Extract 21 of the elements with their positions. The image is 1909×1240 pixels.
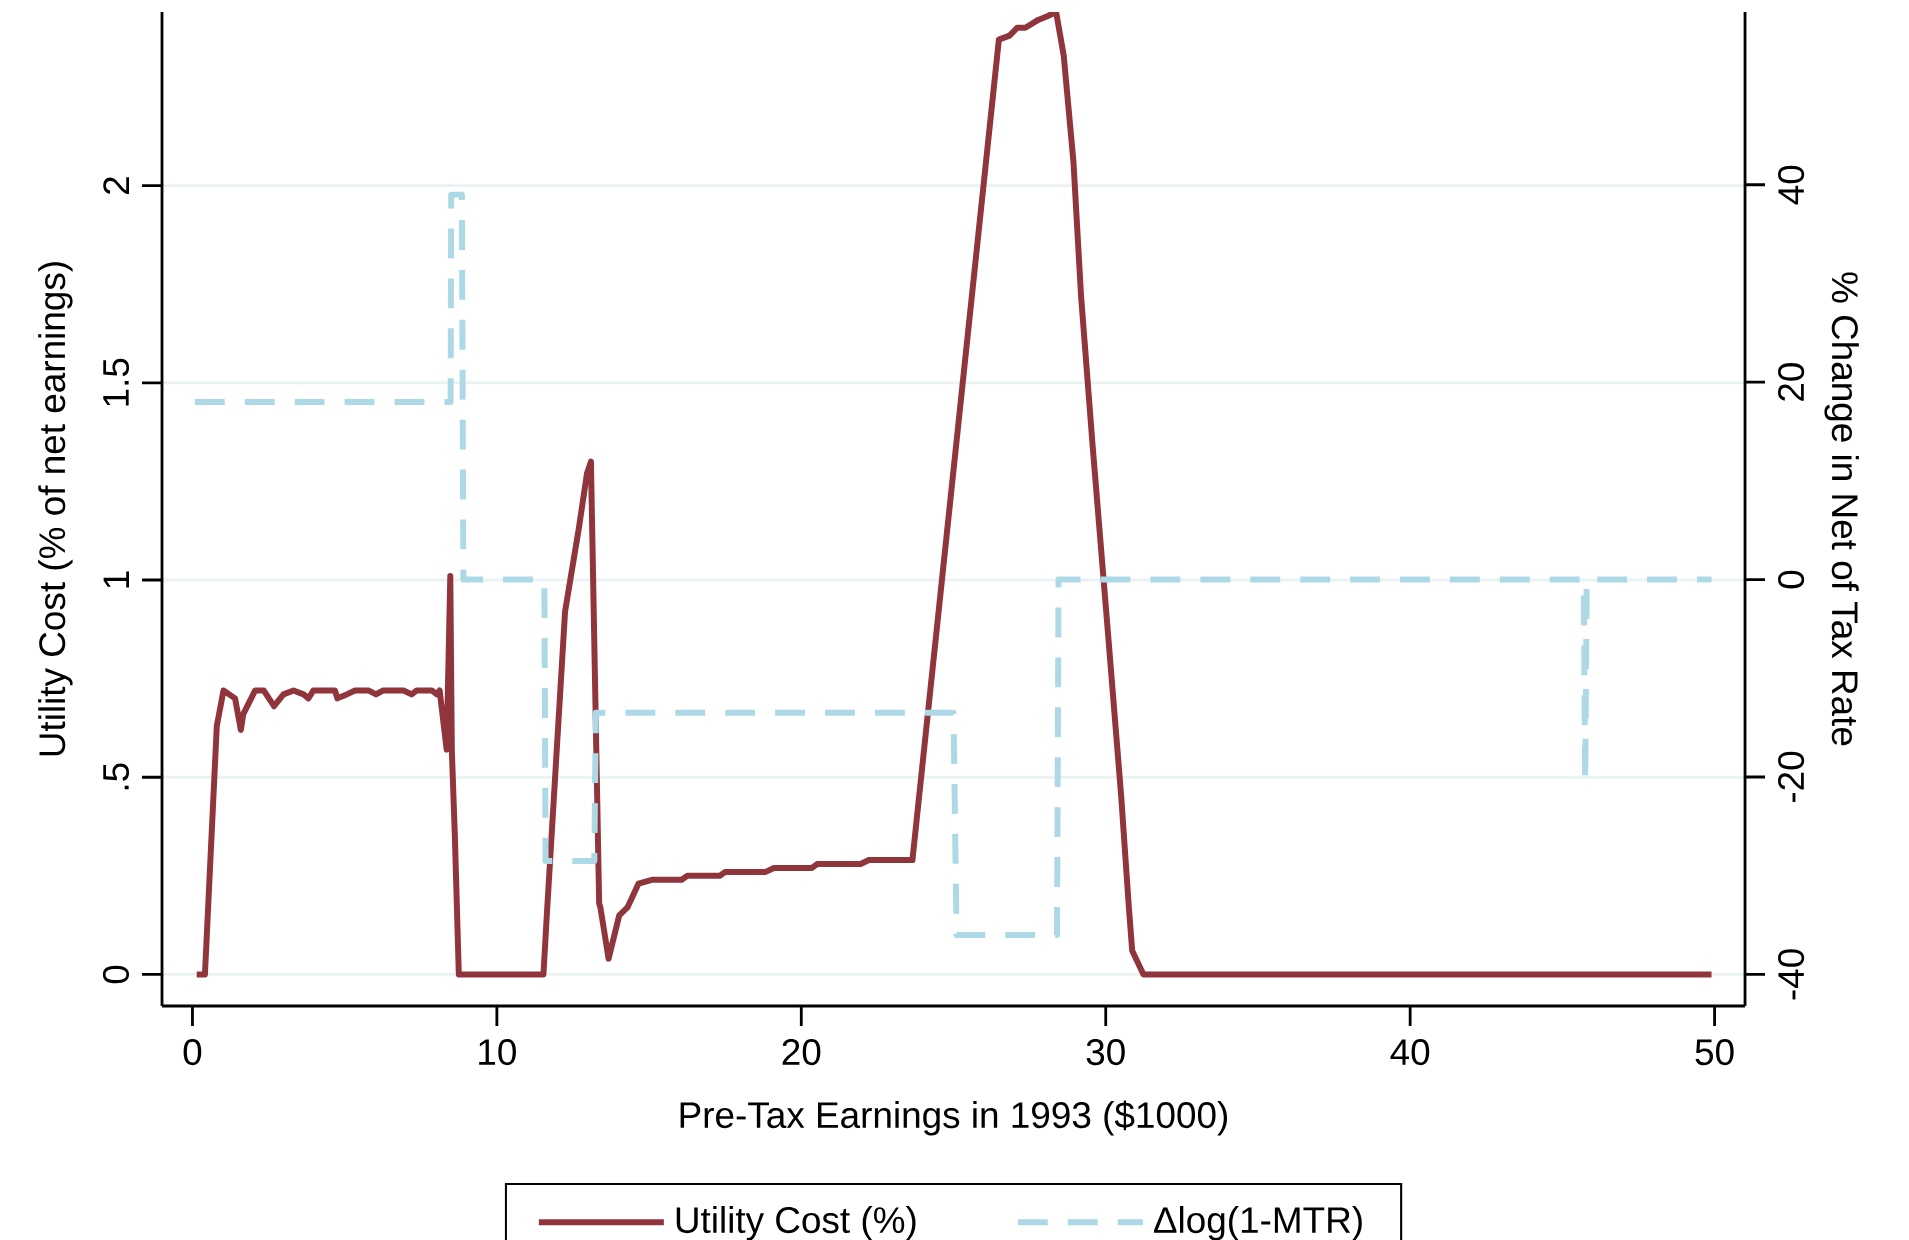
y-tick-label: 0	[102, 965, 130, 984]
legend-label: Utility Cost (%)	[676, 1206, 916, 1240]
x-axis-title: Pre-Tax Earnings in 1993 ($1000)	[680, 1100, 1227, 1136]
y2-tick-label: 20	[1778, 363, 1805, 401]
y-axis-title: Utility Cost (% of net earnings)	[38, 262, 73, 756]
y-tick-label: 1.5	[103, 358, 130, 406]
y2-axis-title: % Change in Net of Tax Rate	[1824, 272, 1859, 746]
x-tick-label: 10	[479, 1039, 516, 1066]
x-tick-label: 20	[782, 1039, 821, 1066]
y-tick-label: .5	[103, 763, 130, 790]
y-tick-label: 2	[103, 177, 129, 194]
y2-tick-label: 0	[1778, 570, 1805, 589]
x-tick-label: 50	[1695, 1039, 1734, 1066]
y2-tick-label: 40	[1778, 165, 1805, 205]
y-tick-label: 1	[103, 571, 129, 588]
x-tick-label: 40	[1390, 1039, 1430, 1066]
x-tick-label: 0	[183, 1039, 202, 1066]
legend-label: Δlog(1-MTR)	[1154, 1206, 1362, 1240]
x-tick-label: 30	[1086, 1039, 1125, 1066]
y2-tick-label: -40	[1778, 949, 1805, 1000]
y2-tick-label: -20	[1778, 751, 1805, 803]
